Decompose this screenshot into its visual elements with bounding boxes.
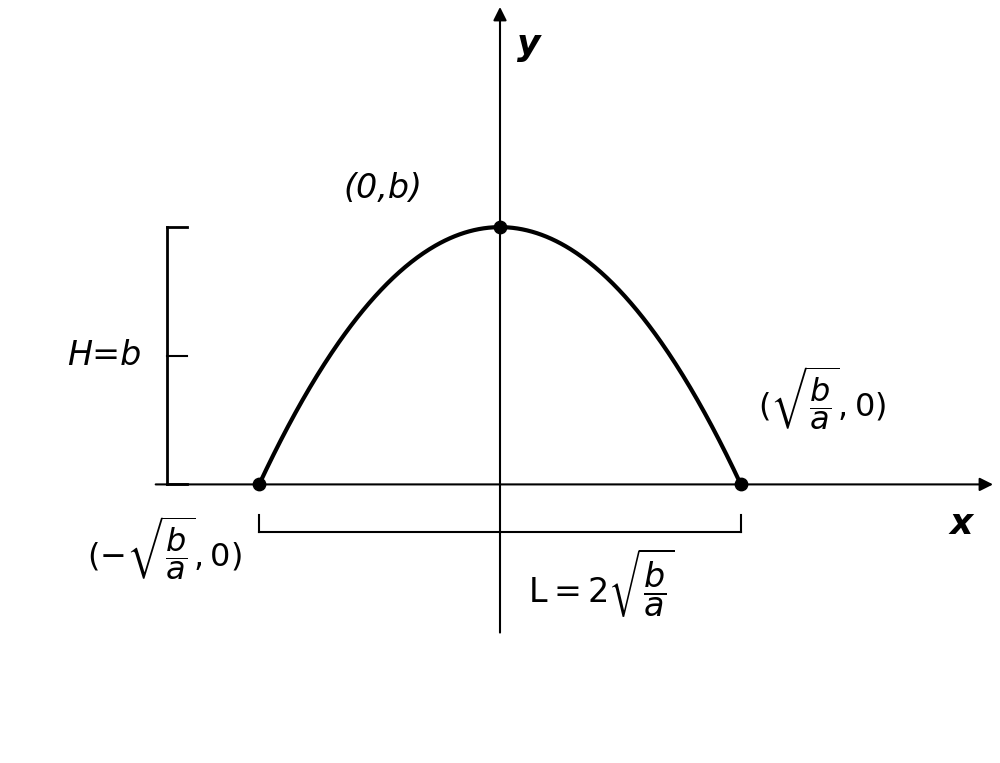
Text: (0,b): (0,b) (343, 172, 422, 204)
Text: y: y (517, 28, 540, 62)
Text: $(\sqrt{\dfrac{b}{a}},0)$: $(\sqrt{\dfrac{b}{a}},0)$ (758, 365, 886, 433)
Point (251, 478, 267, 491)
Text: $\mathrm{L}{=}2\sqrt{\dfrac{b}{a}}$: $\mathrm{L}{=}2\sqrt{\dfrac{b}{a}}$ (528, 546, 675, 619)
Text: H=b: H=b (67, 340, 142, 372)
Text: x: x (950, 507, 973, 541)
Text: $(-\sqrt{\dfrac{b}{a}},0)$: $(-\sqrt{\dfrac{b}{a}},0)$ (87, 515, 242, 584)
Point (492, 221, 508, 233)
Point (733, 478, 749, 491)
